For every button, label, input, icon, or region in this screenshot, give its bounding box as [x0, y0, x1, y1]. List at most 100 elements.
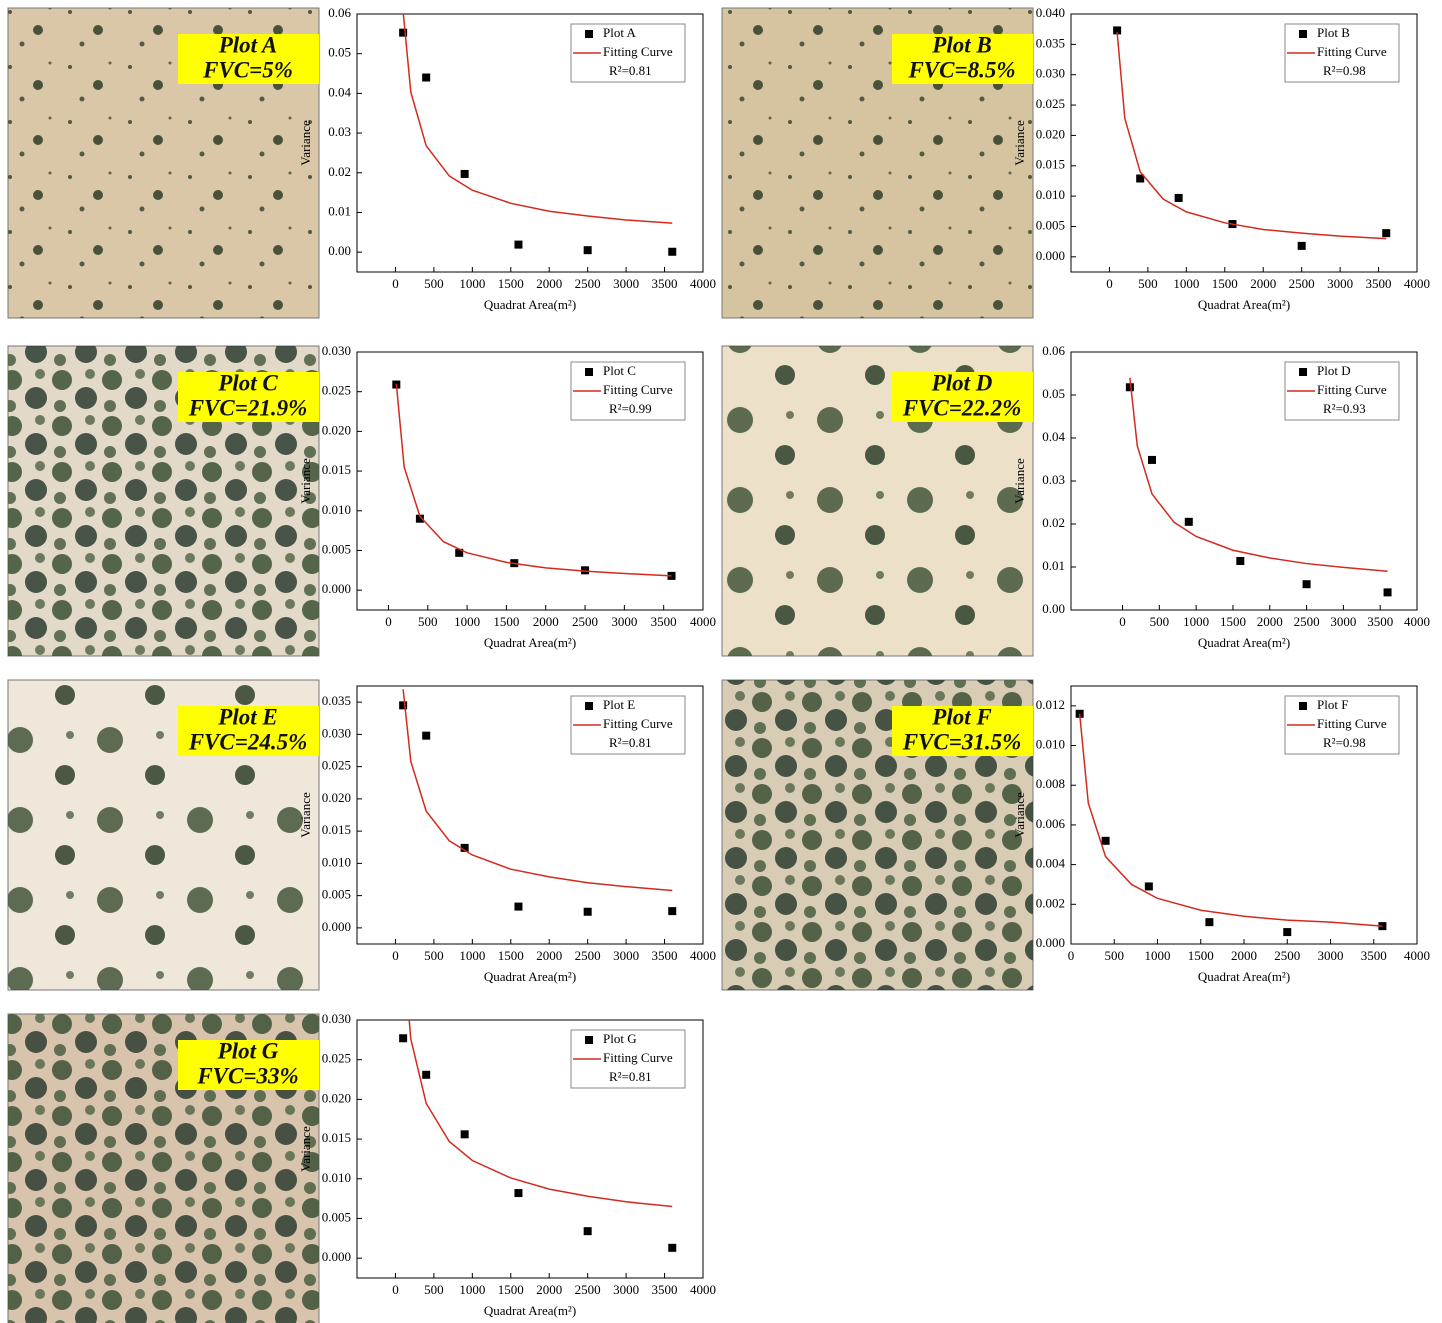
- r-squared-label: R²=0.98: [1323, 735, 1366, 750]
- y-tick-label: 0.06: [328, 5, 351, 20]
- data-point: [1136, 174, 1145, 183]
- x-tick-label: 0: [392, 276, 399, 291]
- photo-title: Plot B: [931, 32, 991, 57]
- data-point: [1147, 455, 1156, 464]
- y-tick-label: 0.005: [322, 541, 351, 556]
- photo-caption: FVC=22.2%: [902, 395, 1022, 420]
- data-point: [668, 1243, 677, 1252]
- x-tick-label: 3000: [613, 276, 639, 291]
- y-tick-label: 0.020: [1036, 126, 1065, 141]
- x-tick-label: 1000: [1145, 948, 1171, 963]
- photo-label-box: [178, 34, 319, 84]
- x-tick-label: 3000: [613, 948, 639, 963]
- y-tick-label: 0.010: [322, 1170, 351, 1185]
- plot-frame: [1070, 13, 1418, 273]
- legend-label: Plot E: [603, 697, 635, 712]
- x-tick-label: 3000: [1330, 614, 1356, 629]
- x-tick-label: 1000: [1183, 614, 1209, 629]
- x-tick-label: 2500: [572, 614, 598, 629]
- x-tick-label: 3000: [613, 1282, 639, 1297]
- x-tick-label: 1500: [498, 948, 524, 963]
- x-tick-label: 1500: [1220, 614, 1246, 629]
- plot-frame: [356, 13, 704, 273]
- y-tick-label: 0.000: [1036, 248, 1065, 263]
- data-point: [1297, 241, 1306, 250]
- x-tick-label: 3000: [1327, 276, 1353, 291]
- r-squared-label: R²=0.81: [609, 63, 652, 78]
- x-tick-label: 1000: [459, 1282, 485, 1297]
- photo-label-box: [178, 372, 319, 422]
- y-tick-label: 0.020: [322, 422, 351, 437]
- x-tick-label: 4000: [690, 276, 716, 291]
- x-tick-label: 0: [385, 614, 392, 629]
- data-point: [1205, 918, 1214, 927]
- fitting-curve: [408, 1020, 673, 1208]
- y-tick-label: 0.030: [1036, 66, 1065, 81]
- y-tick-label: 0.010: [322, 502, 351, 517]
- y-tick-label: 0.04: [328, 84, 351, 99]
- legend-label: Fitting Curve: [603, 716, 673, 731]
- x-tick-label: 2500: [575, 1282, 601, 1297]
- x-tick-label: 0: [1119, 614, 1126, 629]
- data-point: [399, 1034, 408, 1043]
- x-axis-label: Quadrat Area(m²): [1198, 635, 1290, 650]
- x-tick-label: 500: [424, 948, 444, 963]
- legend-label: Plot G: [603, 1031, 637, 1046]
- x-tick-label: 1500: [498, 1282, 524, 1297]
- y-tick-label: 0.005: [322, 887, 351, 902]
- legend-swatch: [585, 702, 593, 710]
- x-tick-label: 0: [392, 948, 399, 963]
- data-point: [668, 247, 677, 256]
- x-tick-label: 3000: [1318, 948, 1344, 963]
- x-tick-label: 4000: [1404, 948, 1430, 963]
- legend-swatch: [585, 30, 593, 38]
- legend-swatch: [1299, 368, 1307, 376]
- y-tick-label: 0.025: [1036, 96, 1065, 111]
- data-point: [583, 907, 592, 916]
- r-squared-label: R²=0.93: [1323, 401, 1366, 416]
- fitting-curve: [1116, 32, 1387, 240]
- y-tick-label: 0.015: [322, 1130, 351, 1145]
- photo-label-box: [892, 706, 1033, 756]
- y-tick-label: 0.03: [328, 124, 351, 139]
- y-axis-label: Variance: [298, 792, 313, 838]
- photo-label-box: [892, 34, 1033, 84]
- data-point: [1283, 928, 1292, 937]
- y-tick-label: 0.002: [1036, 895, 1065, 910]
- x-tick-label: 500: [1105, 948, 1125, 963]
- data-point: [422, 731, 431, 740]
- data-point: [1174, 193, 1183, 202]
- data-point: [514, 240, 523, 249]
- y-tick-label: 0.030: [322, 343, 351, 358]
- legend-label: Plot D: [1317, 363, 1351, 378]
- y-tick-label: 0.000: [1036, 935, 1065, 950]
- photo-title: Plot G: [217, 1038, 279, 1063]
- data-point: [399, 701, 408, 710]
- x-axis-label: Quadrat Area(m²): [484, 969, 576, 984]
- data-point: [422, 1070, 431, 1079]
- plot-frame: [356, 1019, 704, 1279]
- x-tick-label: 3500: [652, 1282, 678, 1297]
- y-tick-label: 0.015: [322, 462, 351, 477]
- legend-label: Fitting Curve: [1317, 382, 1387, 397]
- legend-swatch: [1299, 702, 1307, 710]
- photo-label-box: [178, 706, 319, 756]
- photo-caption: FVC=33%: [196, 1063, 298, 1088]
- legend-swatch: [585, 1036, 593, 1044]
- y-axis-label: Variance: [1012, 792, 1027, 838]
- legend-label: Plot B: [1317, 25, 1350, 40]
- x-tick-label: 2500: [1294, 614, 1320, 629]
- x-tick-label: 0: [1106, 276, 1113, 291]
- x-tick-label: 1500: [1188, 948, 1214, 963]
- y-tick-label: 0.020: [322, 790, 351, 805]
- r-squared-label: R²=0.99: [609, 401, 652, 416]
- y-tick-label: 0.030: [322, 725, 351, 740]
- legend-label: Fitting Curve: [603, 382, 673, 397]
- x-axis-label: Quadrat Area(m²): [1198, 297, 1290, 312]
- x-tick-label: 2000: [1250, 276, 1276, 291]
